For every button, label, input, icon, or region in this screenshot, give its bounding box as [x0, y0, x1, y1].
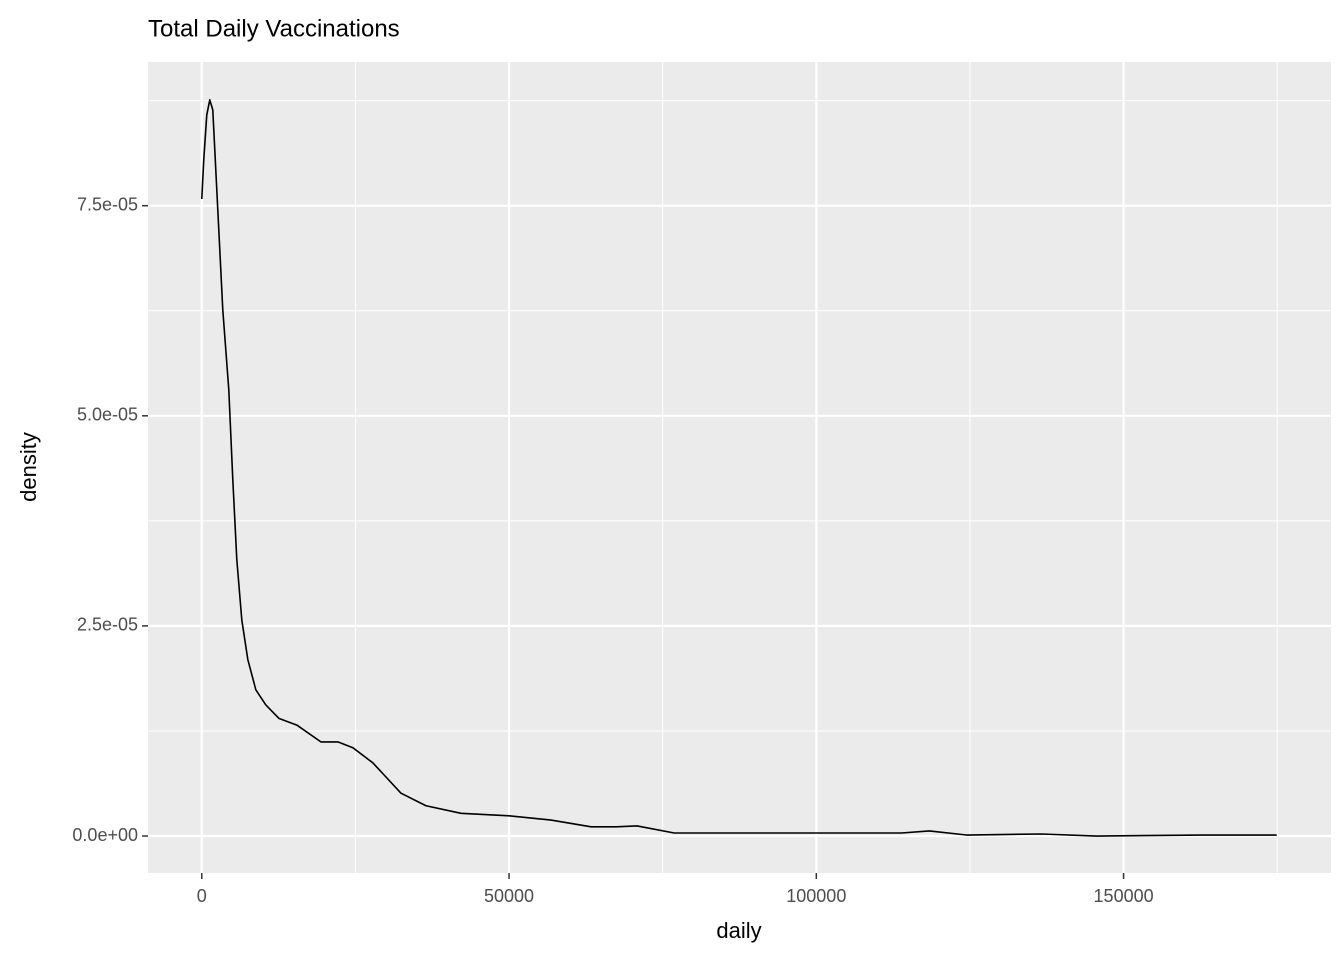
y-axis-label: density — [16, 432, 41, 502]
y-tick-label: 2.5e-05 — [77, 615, 138, 635]
x-axis-label: daily — [716, 918, 761, 943]
x-tick-label: 0 — [197, 886, 207, 906]
y-tick-label: 5.0e-05 — [77, 405, 138, 425]
chart-title: Total Daily Vaccinations — [148, 15, 400, 42]
y-tick-label: 7.5e-05 — [77, 194, 138, 214]
x-tick-label: 150000 — [1094, 886, 1154, 906]
density-line — [200, 99, 1277, 837]
x-tick-label: 100000 — [786, 886, 846, 906]
x-tick-label: 50000 — [484, 886, 534, 906]
y-tick-label: 0.0e+00 — [72, 825, 138, 845]
panel — [148, 62, 1331, 873]
